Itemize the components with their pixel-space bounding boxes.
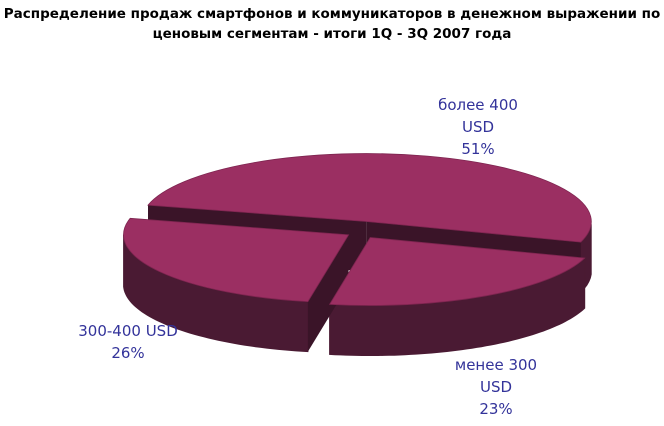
pie-top-faces	[123, 153, 592, 306]
slice-label-over-400: более 400 USD 51%	[418, 94, 538, 160]
slice-value-under-300: 23%	[479, 400, 513, 418]
slice-top-under-300	[328, 237, 586, 306]
chart-title-line-1: Распределение продаж смартфонов и коммун…	[3, 6, 661, 22]
slice-label-under-300-line-1: менее 300	[454, 356, 538, 374]
slice-top-over-400	[147, 153, 592, 243]
slice-label-300-400: 300-400 USD 26%	[58, 320, 198, 364]
slice-value-300-400: 26%	[111, 344, 145, 362]
slice-top-300-400	[123, 217, 350, 303]
slice-value-over-400: 51%	[461, 140, 495, 158]
slice-cut-300-400-0	[307, 234, 349, 352]
slice-label-under-300-line-2: USD	[479, 378, 513, 396]
slice-label-under-300: менее 300 USD 23%	[436, 354, 556, 420]
slice-label-over-400-line-1: более 400	[438, 96, 518, 114]
slice-label-300-400-line-1: 300-400 USD	[78, 322, 178, 340]
slice-label-over-400-line-2: USD	[461, 118, 495, 136]
chart-title: Распределение продаж смартфонов и коммун…	[0, 4, 664, 44]
chart-title-line-2: ценовым сегментам - итоги 1Q - 3Q 2007 г…	[152, 26, 512, 42]
